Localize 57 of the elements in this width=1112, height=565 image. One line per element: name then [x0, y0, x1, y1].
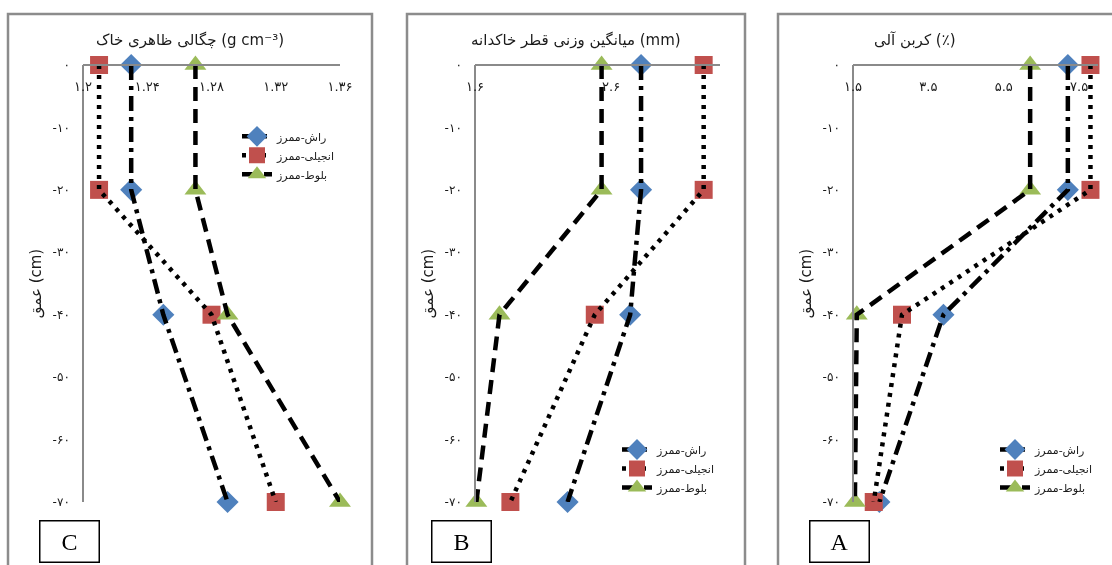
y-tick-label: -۳۰: [822, 245, 840, 260]
point: [864, 493, 883, 511]
x-tick-label: ۱.۲۸: [198, 79, 225, 95]
y-tick-label: -۴۰: [52, 307, 70, 322]
x-tick-label: ۱.۳۲: [263, 79, 289, 95]
y-tick-label: -۷۰: [444, 495, 462, 510]
y-tick-label: -۱۰: [444, 120, 462, 135]
x-tick-label: ۳.۵: [919, 79, 938, 95]
y-tick-label: ۰: [455, 58, 462, 73]
legend-label: راش-ممرز: [1034, 443, 1085, 457]
legend-label: بلوط-ممرز: [656, 481, 708, 495]
y-tick-label: -۱۰: [822, 120, 840, 135]
y-axis-title: عمق (cm): [27, 248, 46, 319]
y-axis-title: عمق (cm): [419, 248, 438, 319]
text: C: [61, 528, 78, 555]
y-tick-label: -۳۰: [444, 245, 462, 260]
text: B: [453, 528, 470, 555]
x-tick-label: ۱.۲: [73, 79, 93, 95]
y-tick-label: -۵۰: [822, 370, 840, 385]
y-tick-label: ۰: [833, 58, 840, 73]
y-tick-label: -۲۰: [822, 183, 840, 198]
x-tick-label: ۷.۵: [1070, 79, 1089, 95]
y-tick-label: -۶۰: [444, 432, 462, 447]
legend-label: بلوط-ممرز: [1034, 481, 1086, 495]
x-tick-label: ۱.۵: [843, 79, 863, 95]
y-tick-label: -۲۰: [444, 183, 462, 198]
y-tick-label: ۰: [63, 58, 70, 73]
y-tick-label: -۶۰: [822, 432, 840, 447]
y-tick-label: -۲۰: [52, 183, 70, 198]
y-tick-label: -۷۰: [52, 495, 70, 510]
x-tick-label: ۱.۶: [465, 79, 485, 95]
y-tick-label: -۴۰: [822, 307, 840, 322]
chart-title: چگالی ظاهری خاک (g cm⁻³): [96, 31, 285, 49]
y-tick-label: -۱۰: [52, 120, 70, 135]
legend-label: راش-ممرز: [276, 130, 327, 144]
legend-label: راش-ممرز: [656, 443, 707, 457]
y-tick-label: -۵۰: [52, 370, 70, 385]
chart-title: کربن آلی (٪): [874, 31, 956, 49]
y-tick-label: -۷۰: [822, 495, 840, 510]
chart-title: میانگین وزنی قطر خاکدانه (mm): [471, 31, 681, 49]
y-tick-label: -۴۰: [444, 307, 462, 322]
x-tick-label: ۱.۲۴: [134, 79, 160, 95]
x-tick-label: ۵.۵: [994, 79, 1013, 95]
point: [266, 493, 285, 511]
legend-label: انجیلی-ممرز: [656, 462, 714, 476]
y-tick-label: -۵۰: [444, 370, 462, 385]
legend-label: بلوط-ممرز: [276, 168, 328, 182]
y-axis-title: عمق (cm): [797, 248, 816, 319]
y-tick-label: -۳۰: [52, 245, 70, 260]
x-tick-label: ۲.۶: [602, 79, 621, 95]
legend-label: انجیلی-ممرز: [276, 149, 334, 163]
x-tick-label: ۱.۳۶: [327, 79, 353, 95]
legend-label: انجیلی-ممرز: [1034, 462, 1092, 476]
text: A: [830, 528, 849, 555]
point: [90, 180, 109, 199]
y-tick-label: -۶۰: [52, 432, 70, 447]
point: [501, 493, 520, 511]
